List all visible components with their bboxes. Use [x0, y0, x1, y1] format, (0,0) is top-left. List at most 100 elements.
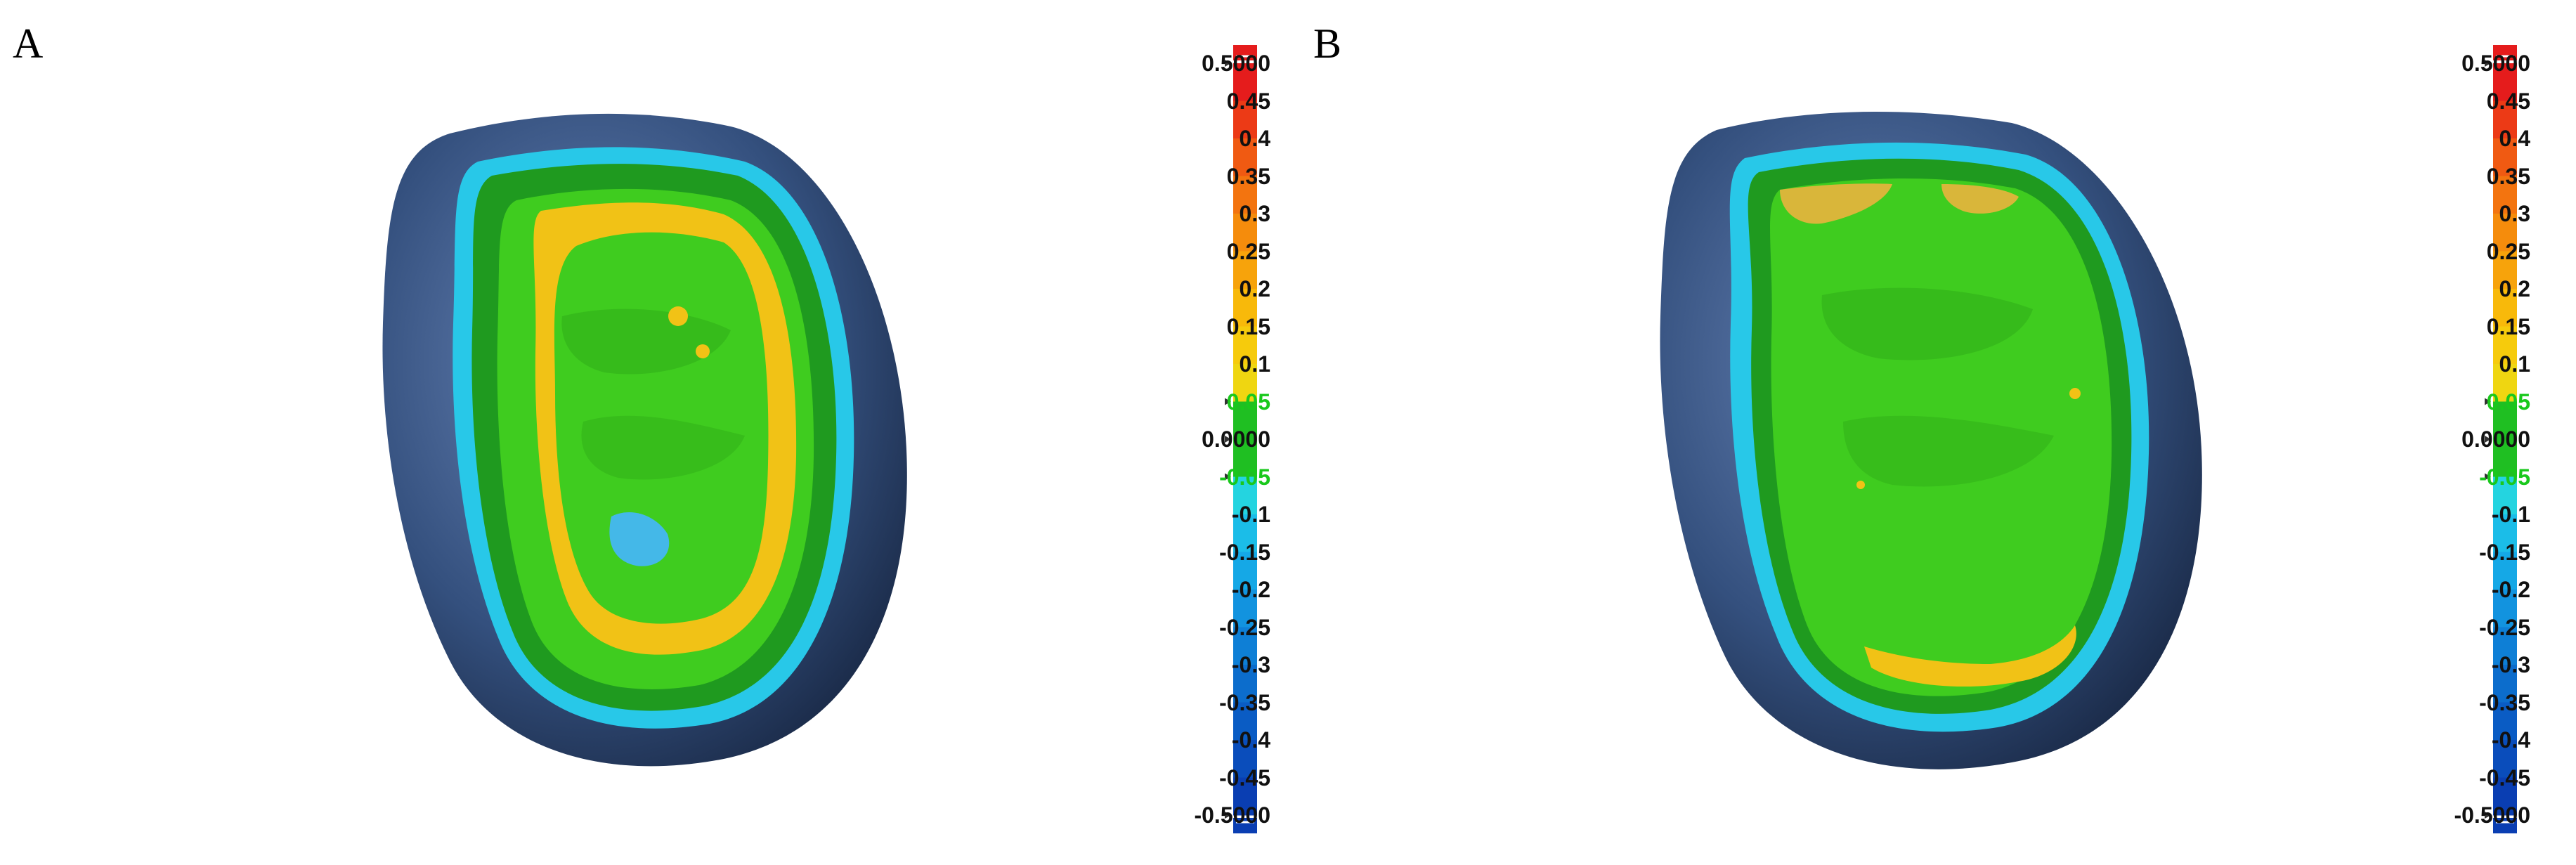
color-scale-bar: 0.5000 0.45 0.4 0.35 0.3 0.25 0.2 0.15 0.1 0.05 0.… — [1117, 0, 1328, 865]
color-band — [1233, 439, 1257, 477]
color-band — [1233, 326, 1257, 365]
color-band — [2493, 176, 2517, 214]
color-scale-bar: 0.5000 0.45 0.4 0.35 0.3 0.25 0.2 0.15 0.1 0.05 0.… — [2377, 0, 2576, 865]
scale-tick-label: -0.25 — [2479, 614, 2530, 640]
scale-tick-label: -0.05 — [2479, 464, 2530, 490]
tick-arrow — [2485, 436, 2491, 443]
color-band — [1233, 627, 1257, 665]
color-band — [1233, 401, 1257, 440]
scale-tick-label: 0.1 — [2499, 351, 2530, 377]
scale-tick-label: 0.1 — [1239, 351, 1270, 377]
positive-deviation-patch — [1941, 184, 2019, 214]
scale-tick-label: -0.1 — [1231, 502, 1270, 527]
color-band — [2493, 401, 2517, 440]
color-band — [2493, 476, 2517, 515]
scale-tick-label: 0.25 — [1226, 238, 1270, 264]
color-band — [2493, 740, 2517, 778]
positive-deviation-patch — [1780, 183, 1892, 224]
scale-tick-label: 0.3 — [1239, 201, 1270, 226]
scale-tick-label: -0.5000 — [2454, 802, 2530, 828]
tick-arrow — [2485, 398, 2491, 405]
scale-tick-label: 0.05 — [1226, 389, 1270, 415]
deviation-map-render-b — [1660, 111, 2202, 769]
color-band — [1233, 214, 1257, 252]
color-band — [2493, 364, 2517, 402]
scale-tick-label: 0.3 — [2499, 201, 2530, 226]
scale-tick-label: 0.15 — [2486, 313, 2530, 339]
scale-tick-label: 0.05 — [2486, 389, 2530, 415]
positive-deviation-spot — [2069, 388, 2081, 399]
scale-tick-label: -0.35 — [2479, 689, 2530, 715]
color-band — [1233, 364, 1257, 402]
scale-tick-label: -0.3 — [2491, 652, 2530, 677]
scale-tick-label: -0.45 — [1219, 765, 1270, 791]
color-band — [1233, 476, 1257, 515]
positive-deviation-spot — [668, 306, 688, 326]
scale-tick-label: -0.2 — [2491, 577, 2530, 602]
scale-tick-label: 0.5000 — [2461, 51, 2530, 76]
color-band — [1233, 552, 1257, 590]
inner-texture — [581, 415, 745, 480]
scale-tick-label: -0.35 — [1219, 689, 1270, 715]
color-band — [2493, 777, 2517, 816]
color-band — [2493, 627, 2517, 665]
scale-tick-label: 0.45 — [2486, 88, 2530, 114]
scale-tick-label: -0.1 — [2491, 502, 2530, 527]
color-band — [1233, 777, 1257, 816]
scale-tick-label: 0.35 — [2486, 163, 2530, 189]
scale-tick-label: 0.4 — [2499, 126, 2530, 151]
positive-deviation-patch — [1864, 625, 2076, 687]
color-band — [1233, 740, 1257, 778]
scale-tick-label: -0.15 — [2479, 539, 2530, 565]
color-band — [2493, 514, 2517, 552]
scale-tick-label: 0.2 — [2499, 276, 2530, 301]
color-band — [2493, 138, 2517, 176]
positive-deviation-spot — [696, 344, 710, 358]
scale-tick-label: -0.45 — [2479, 765, 2530, 791]
tick-arrow — [2485, 473, 2491, 481]
color-band — [1233, 251, 1257, 290]
color-band — [2493, 63, 2517, 101]
positive-deviation-ring — [533, 202, 797, 655]
scale-tick-label: 0.25 — [2486, 238, 2530, 264]
scale-tick-label: -0.15 — [1219, 539, 1270, 565]
tick-arrow — [1225, 436, 1231, 443]
scale-tick-label: -0.05 — [1219, 464, 1270, 490]
color-scale-gradient — [1225, 45, 1257, 833]
deviation-map-render-a — [382, 113, 907, 767]
tick-arrow — [1225, 60, 1231, 67]
color-band — [1233, 289, 1257, 327]
color-band — [2493, 100, 2517, 139]
scale-tick-label: -0.5000 — [1194, 802, 1270, 828]
color-band — [1233, 514, 1257, 552]
color-band — [1233, 100, 1257, 139]
scale-tick-label: 0.4 — [1239, 126, 1270, 151]
tick-arrow — [2485, 812, 2491, 819]
tick-arrow — [1225, 398, 1231, 405]
inner-texture — [1843, 415, 2054, 487]
inner-texture — [1821, 287, 2033, 360]
panel-b: B 0.5000 0.45 0.4 0.35 0.3 0.25 0.2 0.15 0.1 0. — [1288, 0, 2576, 865]
scale-tick-label: 0.45 — [1226, 88, 1270, 114]
scale-tick-label: 0.0000 — [2461, 427, 2530, 452]
color-band — [2493, 326, 2517, 365]
color-band — [1233, 176, 1257, 214]
scale-tick-label: 0.35 — [1226, 163, 1270, 189]
color-band — [2493, 251, 2517, 290]
color-band — [1233, 590, 1257, 627]
tick-arrow — [1225, 812, 1231, 819]
scale-tick-label: -0.4 — [2491, 727, 2530, 753]
scale-tick-label: 0.15 — [1226, 313, 1270, 339]
color-band — [2493, 214, 2517, 252]
color-band — [1233, 702, 1257, 741]
color-band — [2493, 702, 2517, 741]
scale-tick-label: -0.2 — [1231, 577, 1270, 602]
tick-arrow — [2485, 60, 2491, 67]
positive-deviation-spot — [1856, 481, 1865, 489]
color-scale-gradient — [2485, 45, 2517, 833]
color-band — [1233, 138, 1257, 176]
scale-tick-label: 0.2 — [1239, 276, 1270, 301]
color-band — [2493, 665, 2517, 703]
scale-tick-label: 0.5000 — [1202, 51, 1270, 76]
panel-a: A 0.5000 0.45 0 — [13, 20, 1270, 833]
